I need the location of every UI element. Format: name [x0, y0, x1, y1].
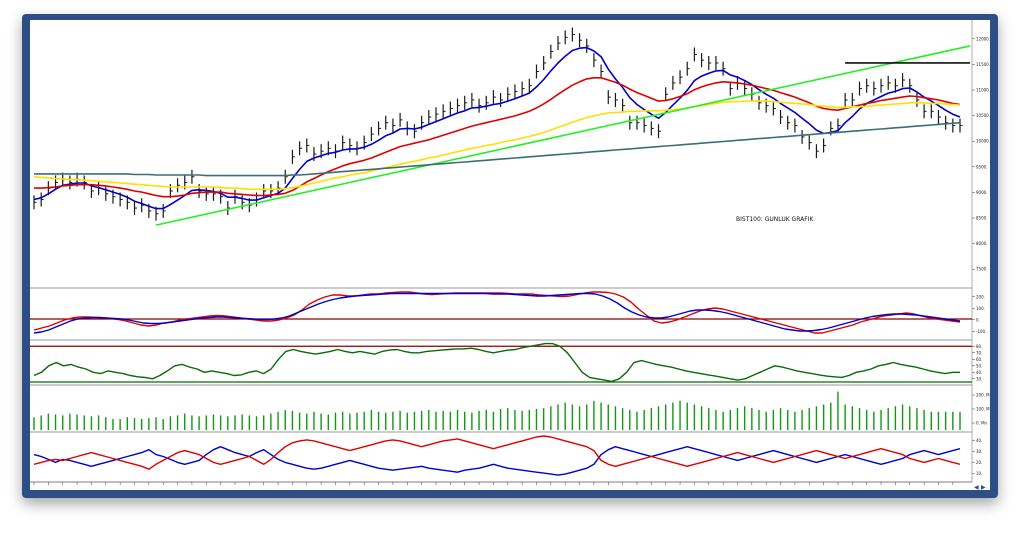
oscillator-2-panel: 80.70. 60.50. 40.30.	[30, 342, 982, 383]
oscillator-3-y-tick-label: 10.	[976, 471, 982, 476]
oscillator-1-panel: 200. 100. 0. -100.	[30, 291, 986, 334]
price-y-tick-label: 8500.	[976, 216, 987, 221]
oscillator-2-y-tick-label: 80.	[976, 344, 982, 349]
price-y-tick-label: 8000.	[976, 241, 987, 246]
volume-y-tick-label: 0. Mn	[976, 421, 988, 426]
moving-average-line	[34, 121, 961, 177]
price-y-tick-label: 11500.	[976, 62, 990, 67]
scroll-left-icon[interactable]: ◀	[974, 484, 979, 490]
oscillator-3-y-tick-label: 20.	[976, 460, 982, 465]
oscillator-1-y-tick-label: 200.	[976, 294, 985, 299]
oscillator-2-series-line	[33, 342, 960, 383]
oscillator-3-series-line	[33, 435, 961, 470]
price-y-tick-label: 10000.	[976, 139, 990, 144]
oscillator-2-y-tick-label: 40.	[976, 370, 982, 375]
x-axis	[33, 482, 954, 485]
chart-panel: 12000. 11500. 11000. 10500. 10000. 9500. 9000.…	[30, 20, 990, 490]
oscillator-3-y-tick-label: 40.	[976, 438, 982, 443]
price-panel: 12000. 11500. 11000. 10500. 10000. 9500. 9000.…	[33, 27, 990, 272]
price-y-tick-label: 12000.	[976, 36, 990, 41]
oscillator-3-series-line	[33, 446, 961, 476]
oscillator-2-y-tick-label: 60.	[976, 357, 982, 362]
scroll-right-icon[interactable]: ▶	[981, 484, 986, 490]
volume-y-tick-label: 100. Mn	[976, 407, 990, 412]
volume-panel: 200. Mn 100. Mn 0. Mn	[33, 391, 990, 430]
moving-average-line	[33, 46, 961, 210]
oscillator-1-y-tick-label: 0.	[976, 317, 980, 322]
scroll-arrows[interactable]: ◀ ▶	[974, 484, 986, 490]
oscillator-1-y-tick-label: -100.	[976, 329, 986, 334]
oscillator-2-y-tick-label: 30.	[976, 376, 982, 381]
oscillator-3-panel: 40. 30. 20. 10.	[33, 435, 982, 476]
trend-line	[155, 45, 971, 226]
price-y-tick-label: 10500.	[976, 113, 990, 118]
price-y-tick-label: 7500.	[976, 267, 987, 272]
price-y-tick-label: 9000.	[976, 190, 987, 195]
oscillator-3-y-tick-label: 30.	[976, 449, 982, 454]
volume-y-tick-label: 200. Mn	[976, 393, 990, 398]
oscillator-2-y-tick-label: 70.	[976, 350, 982, 355]
price-y-tick-label: 9500.	[976, 164, 987, 169]
oscillator-1-y-tick-label: 100.	[976, 306, 985, 311]
moving-average-line	[34, 76, 961, 198]
price-y-tick-label: 11000.	[976, 88, 990, 93]
oscillator-1-series-line	[33, 292, 961, 334]
oscillator-2-y-tick-label: 50.	[976, 363, 982, 368]
oscillator-1-series-line	[33, 291, 961, 334]
moving-average-line	[33, 100, 961, 191]
chart-svg[interactable]: 12000. 11500. 11000. 10500. 10000. 9500. 9000.…	[30, 20, 990, 490]
panel-separators	[30, 20, 973, 483]
chart-annotation: BIST100: GUNLUK GRAFIK	[736, 216, 814, 223]
